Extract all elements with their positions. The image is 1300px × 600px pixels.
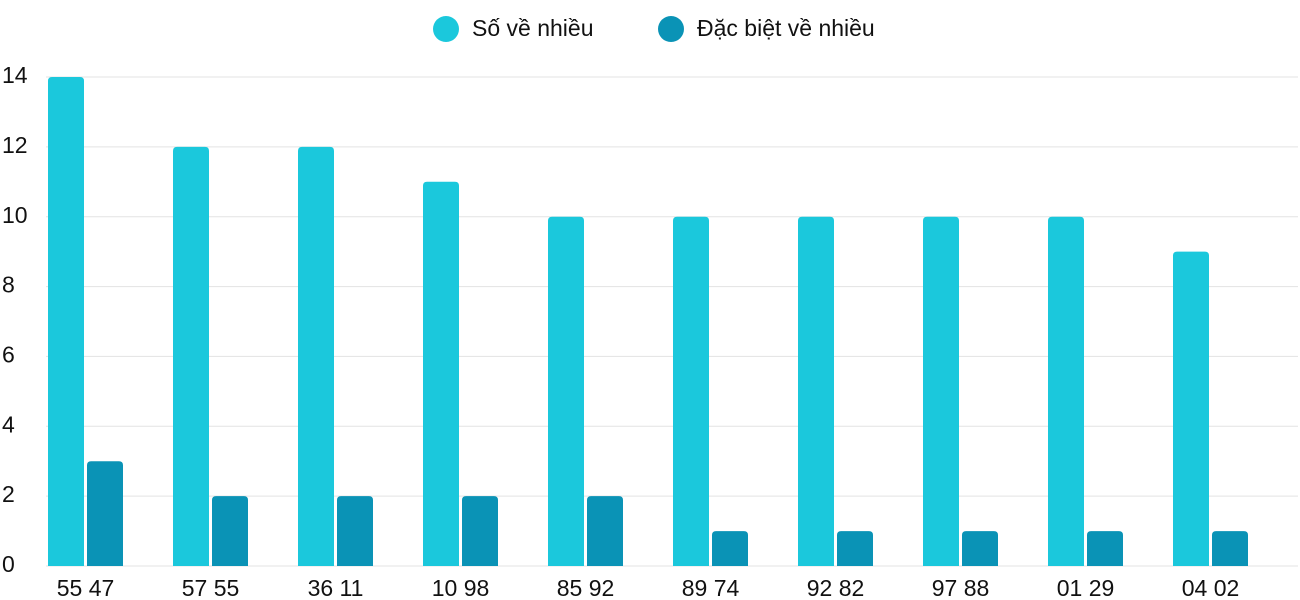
bar: [587, 496, 623, 566]
bar: [423, 181, 459, 567]
x-tick-label: 85 92: [557, 575, 615, 600]
y-tick-label: 8: [2, 272, 15, 298]
bar: [87, 461, 123, 566]
x-tick-label: 36 11: [308, 575, 364, 600]
legend-label: Đặc biệt về nhiều: [697, 15, 875, 41]
bar: [1212, 531, 1248, 566]
bar: [837, 531, 873, 566]
y-tick-label: 10: [2, 202, 28, 228]
bar: [173, 146, 209, 566]
legend-label: Số về nhiều: [472, 15, 593, 41]
bar: [712, 531, 748, 566]
y-tick-label: 14: [2, 62, 28, 88]
y-tick-label: 0: [2, 551, 15, 577]
y-tick-label: 12: [2, 132, 28, 158]
legend-marker: [658, 16, 684, 42]
x-tick-label: 97 88: [932, 575, 990, 600]
bar: [337, 496, 373, 566]
y-tick-label: 4: [2, 411, 15, 437]
bar: [962, 531, 998, 566]
bar: [462, 496, 498, 566]
bar: [548, 216, 584, 566]
y-tick-label: 2: [2, 481, 15, 507]
bar: [298, 146, 334, 566]
bar: [798, 216, 834, 566]
x-tick-label: 01 29: [1057, 575, 1115, 600]
legend-marker: [433, 16, 459, 42]
bar: [673, 216, 709, 566]
x-tick-label: 10 98: [432, 575, 490, 600]
x-tick-label: 57 55: [182, 575, 240, 600]
x-tick-label: 92 82: [807, 575, 865, 600]
bar: [1173, 251, 1209, 566]
x-tick-label: 55 47: [57, 575, 115, 600]
bar: [1087, 531, 1123, 566]
bar: [212, 496, 248, 566]
y-tick-label: 6: [2, 342, 15, 368]
bar: [48, 77, 84, 566]
bar: [923, 216, 959, 566]
x-tick-label: 89 74: [682, 575, 740, 600]
x-tick-label: 04 02: [1182, 575, 1240, 600]
bar: [1048, 216, 1084, 566]
